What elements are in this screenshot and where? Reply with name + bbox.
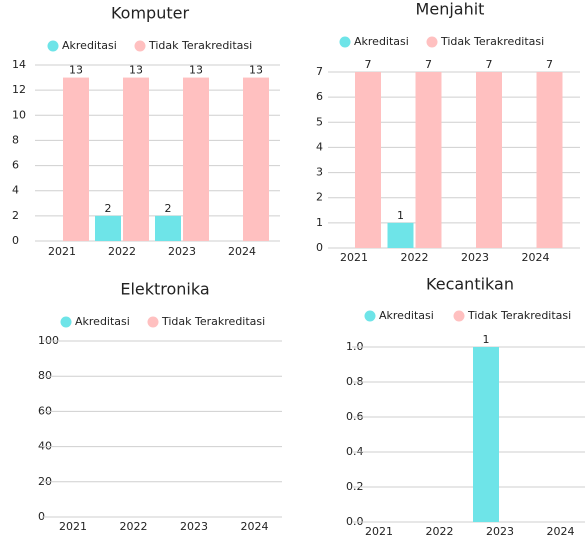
x-tick-label: 2021 bbox=[365, 525, 393, 537]
legend-label: Tidak Terakreditasi bbox=[467, 309, 571, 322]
legend-marker bbox=[134, 40, 146, 52]
x-tick-label: 2023 bbox=[180, 520, 208, 533]
legend-label: Tidak Terakreditasi bbox=[161, 315, 265, 328]
x-tick-label: 2023 bbox=[486, 525, 514, 537]
x-tick-label: 2023 bbox=[461, 251, 489, 264]
y-tick-label: 1 bbox=[316, 216, 323, 229]
value-label: 7 bbox=[425, 58, 432, 71]
bar bbox=[63, 77, 89, 241]
y-tick-label: 3 bbox=[316, 166, 323, 179]
y-tick-label: 10 bbox=[12, 108, 26, 121]
chart-title: Menjahit bbox=[416, 0, 485, 19]
value-label: 2 bbox=[105, 202, 112, 215]
legend-label: Akreditasi bbox=[62, 39, 117, 52]
value-label: 13 bbox=[189, 64, 203, 77]
legend-label: Tidak Terakreditasi bbox=[148, 39, 252, 52]
legend-marker bbox=[47, 40, 59, 52]
legend-marker bbox=[364, 310, 376, 322]
y-tick-label: 0 bbox=[316, 241, 323, 254]
chart-title: Elektronika bbox=[120, 280, 209, 299]
bar bbox=[355, 72, 381, 248]
chart-title: Kecantikan bbox=[426, 275, 514, 294]
bar bbox=[155, 215, 181, 241]
chart-title: Komputer bbox=[111, 4, 189, 23]
legend-marker bbox=[453, 310, 465, 322]
y-tick-label: 5 bbox=[316, 115, 323, 128]
value-label: 7 bbox=[365, 58, 372, 71]
value-label: 13 bbox=[69, 64, 83, 77]
value-label: 2 bbox=[165, 202, 172, 215]
bar bbox=[536, 72, 563, 248]
legend-label: Akreditasi bbox=[75, 315, 130, 328]
x-tick-label: 2022 bbox=[120, 520, 148, 533]
legend-marker bbox=[339, 36, 351, 48]
x-tick-label: 2021 bbox=[48, 245, 76, 258]
x-tick-label: 2023 bbox=[168, 245, 196, 258]
y-tick-label: 0 bbox=[12, 234, 19, 247]
x-tick-label: 2024 bbox=[228, 245, 256, 258]
x-tick-label: 2024 bbox=[547, 525, 575, 537]
value-label: 1 bbox=[397, 209, 404, 222]
legend-marker bbox=[147, 316, 159, 328]
x-tick-label: 2022 bbox=[401, 251, 429, 264]
legend-label: Akreditasi bbox=[379, 309, 434, 322]
value-label: 7 bbox=[486, 58, 493, 71]
y-tick-label: 8 bbox=[12, 133, 19, 146]
y-tick-label: 14 bbox=[12, 58, 26, 71]
value-label: 13 bbox=[249, 64, 263, 77]
bar bbox=[183, 77, 209, 241]
y-tick-label: 7 bbox=[316, 65, 323, 78]
value-label: 1 bbox=[483, 333, 490, 346]
legend-marker bbox=[426, 36, 438, 48]
bar bbox=[415, 72, 442, 248]
x-tick-label: 2024 bbox=[241, 520, 269, 533]
x-tick-label: 2024 bbox=[522, 251, 550, 264]
x-tick-label: 2021 bbox=[340, 251, 368, 264]
bar bbox=[473, 347, 499, 522]
y-tick-label: 6 bbox=[316, 90, 323, 103]
legend-label: Akreditasi bbox=[354, 35, 409, 48]
y-tick-label: 4 bbox=[12, 184, 19, 197]
y-tick-label: 2 bbox=[316, 191, 323, 204]
legend-label: Tidak Terakreditasi bbox=[440, 35, 544, 48]
x-tick-label: 2022 bbox=[426, 525, 454, 537]
legend-marker bbox=[60, 316, 72, 328]
bar bbox=[123, 77, 149, 241]
y-tick-label: 12 bbox=[12, 83, 26, 96]
bar bbox=[95, 215, 121, 241]
bar bbox=[243, 77, 269, 241]
y-tick-label: 2 bbox=[12, 209, 19, 222]
value-label: 13 bbox=[129, 64, 143, 77]
y-tick-label: 4 bbox=[316, 140, 323, 153]
x-tick-label: 2021 bbox=[59, 520, 87, 533]
x-tick-label: 2022 bbox=[108, 245, 136, 258]
y-tick-label: 0 bbox=[38, 510, 45, 523]
bar bbox=[476, 72, 502, 248]
y-tick-label: 6 bbox=[12, 159, 19, 172]
value-label: 7 bbox=[546, 58, 553, 71]
bar bbox=[387, 222, 414, 248]
